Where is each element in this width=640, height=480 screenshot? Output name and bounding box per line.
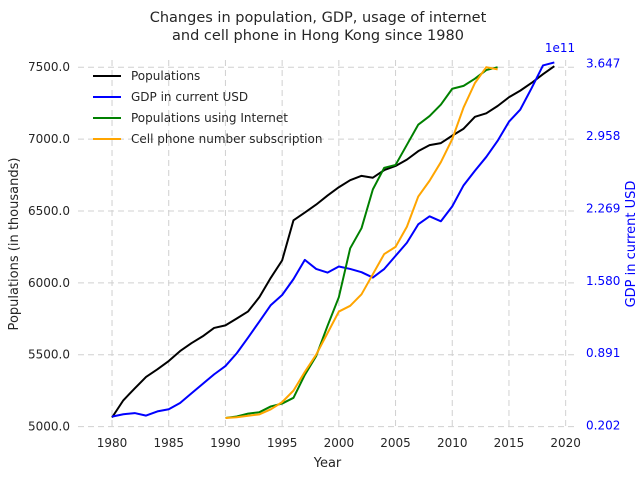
y-tick-label: 6500.0 bbox=[28, 204, 70, 218]
legend-label-3: Populations using Internet bbox=[131, 111, 288, 125]
y-right-tick-label: 2.269 bbox=[586, 201, 620, 215]
x-axis-label: Year bbox=[313, 456, 342, 471]
y-axis-right: 0.202 0.891 1.580 2.269 2.958 3.647 bbox=[586, 56, 620, 432]
y-right-tick-label: 2.958 bbox=[586, 129, 620, 143]
x-tick-label: 2005 bbox=[380, 436, 411, 450]
y-tick-label: 5500.0 bbox=[28, 348, 70, 362]
legend-label-4: Cell phone number subscription bbox=[131, 132, 322, 146]
x-tick-label: 2010 bbox=[437, 436, 468, 450]
legend-label-1: Populations bbox=[131, 69, 200, 83]
x-axis: 1980 1985 1990 1995 2000 2005 2010 2015 2020 bbox=[97, 436, 581, 450]
legend-label-2: GDP in current USD bbox=[131, 90, 248, 104]
y-tick-label: 6000.0 bbox=[28, 276, 70, 290]
x-tick-label: 1980 bbox=[97, 436, 128, 450]
y-right-tick-label: 0.202 bbox=[586, 419, 620, 433]
y-tick-label: 5000.0 bbox=[28, 420, 70, 434]
y-axis-right-label: GDP in current USD bbox=[624, 181, 639, 308]
series-line-3 bbox=[225, 66, 498, 419]
series-line-1 bbox=[111, 65, 555, 419]
x-tick-label: 1995 bbox=[267, 436, 298, 450]
series-line-2 bbox=[111, 61, 555, 418]
x-tick-label: 2015 bbox=[494, 436, 525, 450]
series-line-4 bbox=[225, 66, 498, 419]
chart-title-line-1: Changes in population, GDP, usage of int… bbox=[150, 10, 487, 26]
y-tick-label: 7500.0 bbox=[28, 60, 70, 74]
y-axis-label: Populations (in thousands) bbox=[7, 158, 22, 331]
chart-title-line-2: and cell phone in Hong Kong since 1980 bbox=[172, 28, 464, 44]
x-tick-label: 2000 bbox=[324, 436, 355, 450]
x-tick-label: 1990 bbox=[210, 436, 241, 450]
x-tick-label: 2020 bbox=[550, 436, 581, 450]
series-layer bbox=[111, 61, 555, 419]
y-tick-label: 7000.0 bbox=[28, 132, 70, 146]
chart-title: Changes in population, GDP, usage of int… bbox=[150, 10, 487, 44]
y-axis-left: 5000.0 5500.0 6000.0 6500.0 7000.0 7500.0 bbox=[28, 60, 70, 433]
y-right-tick-label: 0.891 bbox=[586, 346, 620, 360]
y-right-tick-label: 1.580 bbox=[586, 274, 620, 288]
legend: Populations GDP in current USD Populations… bbox=[93, 69, 322, 146]
x-tick-label: 1985 bbox=[153, 436, 184, 450]
y-right-tick-label: 3.647 bbox=[586, 56, 620, 70]
right-axis-offset-label: 1e11 bbox=[545, 41, 575, 55]
